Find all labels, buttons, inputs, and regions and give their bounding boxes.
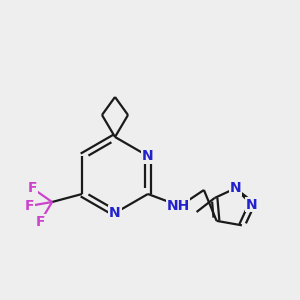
Text: F: F bbox=[35, 215, 45, 229]
Text: F: F bbox=[27, 181, 37, 195]
Text: N: N bbox=[109, 206, 121, 220]
Text: N: N bbox=[142, 149, 154, 163]
Text: NH: NH bbox=[166, 199, 190, 213]
Text: N: N bbox=[230, 181, 241, 195]
Text: F: F bbox=[24, 199, 34, 213]
Text: N: N bbox=[246, 197, 257, 212]
